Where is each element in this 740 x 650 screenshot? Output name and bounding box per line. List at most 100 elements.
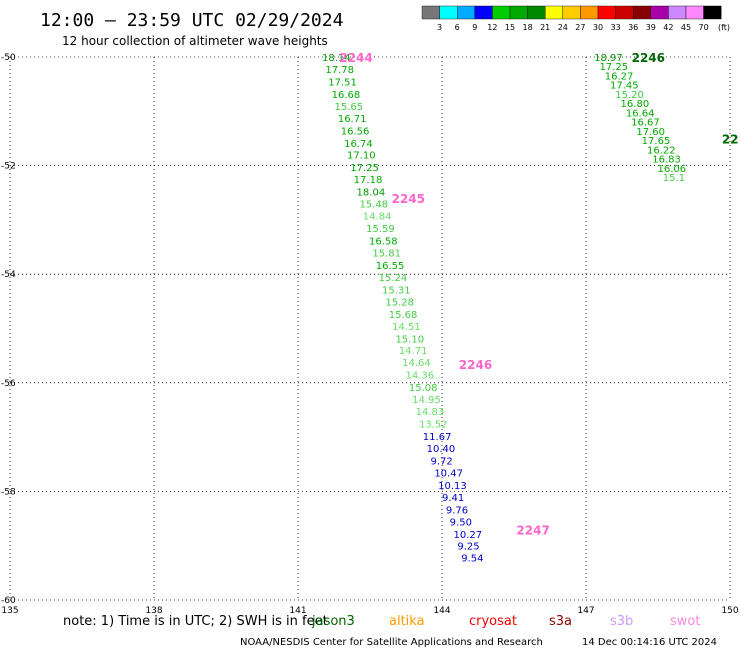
colorbar-label: 15 (505, 23, 515, 32)
colorbar-swatch (597, 5, 616, 20)
colorbar-swatch (668, 5, 687, 20)
colorbar-swatch (615, 5, 634, 20)
footnote: note: 1) Time is in UTC; 2) SWH is in fe… (63, 614, 328, 629)
swh-point: 15.59 (366, 224, 395, 235)
swh-point: 16.83 (652, 155, 681, 166)
swh-point: 9.25 (457, 542, 479, 553)
swh-point: 16.58 (369, 237, 398, 248)
swh-point: 16.71 (338, 114, 367, 125)
swh-point: 14.83 (416, 407, 445, 418)
colorbar-swatch (474, 5, 493, 20)
swh-point: 13.52 (419, 420, 448, 431)
satellite-legend-entry: s3b (610, 614, 633, 629)
swh-point: 16.80 (621, 99, 650, 110)
swh-point: 15.10 (395, 334, 424, 345)
swh-point: 15.1 (663, 173, 685, 184)
pass-number-label: 22 (722, 132, 739, 146)
swh-point: 9.72 (430, 456, 452, 467)
swh-point: 15.68 (389, 310, 418, 321)
swh-point: 10.40 (427, 444, 456, 455)
colorbar-label: 9 (472, 23, 477, 32)
swh-point: 9.76 (446, 505, 468, 516)
x-tick-label: 141 (289, 606, 306, 616)
swh-point: 10.27 (454, 530, 483, 541)
colorbar-swatch (633, 5, 652, 20)
colorbar-label: 6 (455, 23, 460, 32)
swh-point: 17.51 (328, 77, 357, 88)
swh-point: 10.47 (434, 468, 463, 479)
colorbar-swatch (421, 5, 440, 20)
colorbar-label: 42 (663, 23, 673, 32)
y-tick-label: -58 (1, 487, 16, 497)
swh-point: 16.67 (631, 118, 660, 129)
swh-point: 15.28 (385, 297, 414, 308)
axis-tick-labels: 135 138 141 144 147 150 -50 -52 -54 -56 -58 -60 (1, 53, 739, 616)
swh-point: 15.81 (372, 248, 401, 259)
swh-point: 17.78 (325, 65, 354, 76)
x-tick-label: 147 (577, 606, 594, 616)
colorbar-swatch (509, 5, 528, 20)
colorbar-label: 33 (611, 23, 621, 32)
pass-labels: 2244 2245 2246 2247 2246 22 (339, 51, 738, 537)
swh-point: 14.95 (412, 395, 441, 406)
y-tick-label: -60 (1, 596, 16, 606)
colorbar-swatch (457, 5, 476, 20)
swh-point: 14.71 (399, 346, 428, 357)
swh-point: 17.45 (610, 81, 639, 92)
swh-point: 17.25 (599, 62, 628, 73)
swh-point: 16.22 (647, 145, 676, 156)
colorbar-unit: (ft) (718, 23, 730, 32)
colorbar-label: 3 (437, 23, 442, 32)
colorbar-legend: 3 6 9 12 15 18 21 24 27 30 33 36 39 42 45 70 (421, 5, 722, 32)
swh-point: 17.18 (354, 175, 383, 186)
pass-number-label: 2247 (516, 523, 549, 537)
satellite-legend-entry: swot (670, 614, 700, 629)
colorbar-label: 18 (523, 23, 533, 32)
colorbar-swatch (650, 5, 669, 20)
swh-point: 15.08 (409, 383, 438, 394)
swh-point: 15.65 (334, 102, 363, 113)
footer-timestamp: 14 Dec 00:14:16 UTC 2024 (582, 637, 717, 648)
chart-title: 12:00 – 23:59 UTC 02/29/2024 (40, 10, 343, 31)
x-tick-label: 138 (145, 606, 162, 616)
swh-point: 16.27 (605, 71, 634, 82)
footer-credit: NOAA/NESDIS Center for Satellite Applica… (240, 637, 543, 648)
swh-point: 16.68 (332, 90, 361, 101)
colorbar-label: 27 (575, 23, 585, 32)
satellite-legend-entry: jason3 (311, 614, 355, 629)
y-tick-label: -56 (1, 379, 16, 389)
swh-point: 11.67 (423, 432, 452, 443)
satellite-legend-entry: cryosat (469, 614, 517, 629)
swh-point: 16.56 (341, 126, 370, 137)
x-tick-label: 144 (433, 606, 450, 616)
x-tick-label: 135 (1, 606, 18, 616)
swh-point: 18.04 (357, 188, 386, 199)
colorbar-swatch (527, 5, 546, 20)
y-tick-label: -52 (1, 162, 16, 172)
colorbar-label: 39 (646, 23, 656, 32)
colorbar-label: 12 (487, 23, 497, 32)
swh-point: 9.41 (442, 493, 464, 504)
colorbar-label: 36 (628, 23, 638, 32)
swh-point: 14.84 (363, 212, 392, 223)
colorbar-label: 70 (699, 23, 709, 32)
y-tick-label: -50 (1, 53, 16, 63)
swh-point: 16.64 (626, 108, 655, 119)
colorbar-swatch (562, 5, 581, 20)
swh-point: 17.65 (642, 136, 671, 147)
colorbar-swatch (703, 5, 722, 20)
colorbar-swatch (580, 5, 599, 20)
grid (9, 56, 731, 601)
colorbar-swatch (685, 5, 704, 20)
swh-point: 15.20 (615, 90, 644, 101)
colorbar-swatch (439, 5, 458, 20)
satellite-legend: jason3 altika cryosat s3a s3b swot (311, 614, 700, 629)
colorbar-label: 24 (558, 23, 568, 32)
swh-point: 15.31 (382, 285, 411, 296)
swh-point: 15.24 (379, 273, 408, 284)
satellite-legend-entry: altika (389, 614, 425, 629)
swh-point: 9.50 (450, 517, 472, 528)
